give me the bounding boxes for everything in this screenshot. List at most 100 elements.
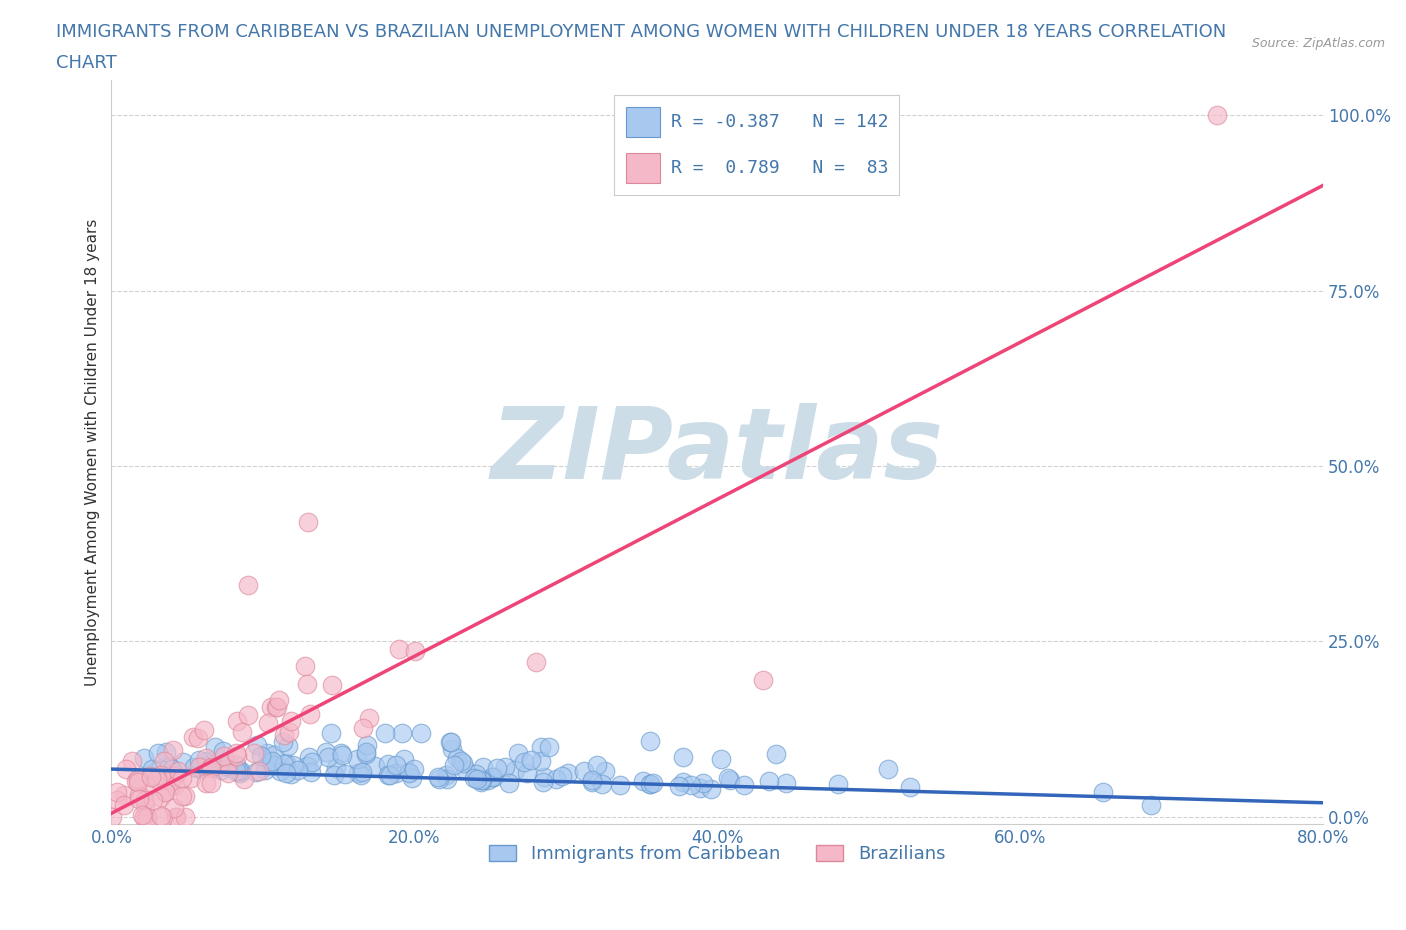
- Point: [263, 748, 285, 763]
- Point: [392, 751, 415, 766]
- Point: [127, 772, 149, 787]
- Point: [470, 774, 492, 789]
- Point: [273, 734, 295, 749]
- Point: [160, 772, 183, 787]
- Point: [505, 763, 527, 777]
- Point: [298, 706, 321, 721]
- Point: [212, 749, 235, 764]
- Point: [465, 772, 488, 787]
- Point: [269, 764, 291, 778]
- Point: [283, 758, 305, 773]
- Point: [150, 809, 173, 824]
- Point: [374, 725, 396, 740]
- Point: [638, 777, 661, 791]
- Point: [112, 788, 135, 803]
- Point: [323, 767, 346, 782]
- Point: [166, 809, 188, 824]
- Point: [149, 767, 172, 782]
- Point: [398, 765, 420, 780]
- Point: [280, 766, 302, 781]
- Point: [226, 713, 249, 728]
- Point: [229, 764, 252, 778]
- Point: [174, 789, 197, 804]
- Point: [242, 746, 264, 761]
- Text: IMMIGRANTS FROM CARIBBEAN VS BRAZILIAN UNEMPLOYMENT AMONG WOMEN WITH CHILDREN UN: IMMIGRANTS FROM CARIBBEAN VS BRAZILIAN U…: [56, 23, 1226, 41]
- Point: [357, 711, 380, 725]
- Point: [167, 764, 190, 778]
- Point: [319, 725, 342, 740]
- Point: [188, 759, 211, 774]
- Point: [472, 760, 495, 775]
- Point: [595, 764, 617, 778]
- Point: [165, 777, 187, 792]
- Point: [165, 809, 187, 824]
- Point: [134, 792, 156, 807]
- Point: [581, 773, 603, 788]
- Point: [513, 754, 536, 769]
- Point: [274, 755, 297, 770]
- Point: [204, 739, 226, 754]
- Point: [671, 750, 693, 764]
- Point: [692, 776, 714, 790]
- Point: [218, 765, 240, 780]
- Point: [254, 763, 277, 777]
- Point: [155, 745, 177, 760]
- Point: [775, 776, 797, 790]
- Point: [668, 778, 690, 793]
- Point: [163, 800, 186, 815]
- Point: [101, 809, 124, 824]
- Point: [153, 785, 176, 800]
- Point: [463, 771, 485, 786]
- Point: [356, 737, 378, 752]
- Point: [494, 760, 516, 775]
- Point: [273, 727, 295, 742]
- Point: [187, 731, 209, 746]
- Point: [329, 746, 352, 761]
- Point: [391, 725, 413, 740]
- Point: [225, 764, 247, 778]
- Point: [132, 809, 155, 824]
- Point: [385, 758, 408, 773]
- Point: [229, 765, 252, 780]
- Point: [141, 762, 163, 777]
- Point: [689, 780, 711, 795]
- Point: [195, 753, 218, 768]
- Point: [758, 773, 780, 788]
- Point: [427, 772, 450, 787]
- Point: [132, 751, 155, 765]
- Text: ZIPatlas: ZIPatlas: [491, 404, 943, 500]
- Point: [260, 700, 283, 715]
- Point: [533, 769, 555, 784]
- Point: [380, 767, 402, 782]
- Point: [131, 807, 153, 822]
- Point: [236, 578, 259, 592]
- Point: [153, 753, 176, 768]
- Point: [264, 699, 287, 714]
- Point: [516, 765, 538, 780]
- Point: [278, 724, 301, 739]
- Point: [162, 742, 184, 757]
- Point: [1206, 108, 1229, 123]
- Point: [301, 755, 323, 770]
- Point: [477, 772, 499, 787]
- Point: [257, 715, 280, 730]
- Point: [200, 760, 222, 775]
- Point: [530, 739, 553, 754]
- Point: [193, 723, 215, 737]
- Point: [354, 744, 377, 759]
- Point: [163, 768, 186, 783]
- Point: [640, 734, 662, 749]
- Point: [551, 769, 574, 784]
- Point: [398, 764, 420, 779]
- Point: [434, 767, 457, 782]
- Point: [672, 775, 695, 790]
- Point: [481, 769, 503, 784]
- Point: [508, 745, 530, 760]
- Point: [388, 642, 411, 657]
- Point: [260, 755, 283, 770]
- Point: [609, 777, 631, 792]
- Point: [149, 762, 172, 777]
- Legend: Immigrants from Caribbean, Brazilians: Immigrants from Caribbean, Brazilians: [482, 838, 952, 870]
- Point: [1139, 798, 1161, 813]
- Point: [325, 761, 347, 776]
